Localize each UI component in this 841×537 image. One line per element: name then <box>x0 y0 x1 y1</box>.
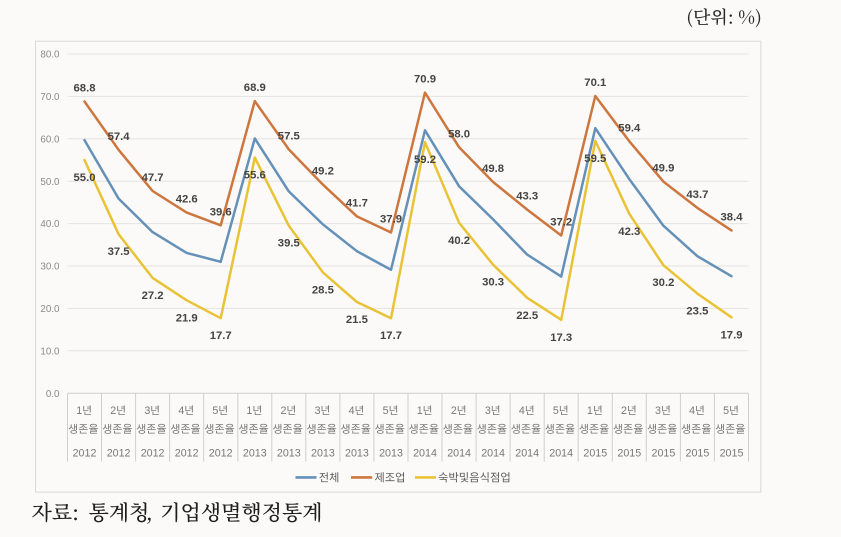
svg-text:28.5: 28.5 <box>312 284 334 296</box>
svg-text:17.7: 17.7 <box>210 330 232 342</box>
svg-text:70.9: 70.9 <box>414 74 436 86</box>
svg-text:70.1: 70.1 <box>584 77 606 89</box>
svg-text:2014: 2014 <box>549 447 573 459</box>
svg-text:42.6: 42.6 <box>176 194 198 206</box>
svg-text:1: 1 <box>417 405 423 417</box>
svg-text:5: 5 <box>383 405 389 417</box>
svg-text:57.4: 57.4 <box>108 131 131 143</box>
svg-text:30.3: 30.3 <box>482 277 504 289</box>
svg-text:20.0: 20.0 <box>40 304 60 315</box>
svg-text:59.4: 59.4 <box>618 122 641 134</box>
svg-text:68.9: 68.9 <box>244 82 266 94</box>
svg-text:37.2: 37.2 <box>550 217 572 229</box>
svg-text:2012: 2012 <box>209 447 233 459</box>
svg-text:60.0: 60.0 <box>40 134 60 145</box>
svg-text:2015: 2015 <box>720 447 744 459</box>
svg-text:39.5: 39.5 <box>278 238 300 250</box>
svg-text:1: 1 <box>76 405 82 417</box>
svg-text:37.9: 37.9 <box>380 214 402 226</box>
svg-text:2014: 2014 <box>515 447 539 459</box>
svg-text:2013: 2013 <box>345 447 369 459</box>
svg-text:40.0: 40.0 <box>40 219 60 230</box>
svg-text:4: 4 <box>519 405 525 417</box>
svg-text:49.9: 49.9 <box>652 163 674 175</box>
svg-text:5: 5 <box>212 405 218 417</box>
svg-text:2014: 2014 <box>413 447 437 459</box>
svg-text:21.5: 21.5 <box>346 314 368 326</box>
svg-text:2: 2 <box>110 405 116 417</box>
svg-text:3: 3 <box>315 405 321 417</box>
svg-text:2015: 2015 <box>583 447 607 459</box>
svg-text:5: 5 <box>553 405 559 417</box>
svg-text:2015: 2015 <box>652 447 676 459</box>
svg-text:2015: 2015 <box>617 447 641 459</box>
svg-text:2012: 2012 <box>73 447 97 459</box>
svg-text:4: 4 <box>349 405 355 417</box>
svg-text:10.0: 10.0 <box>40 346 60 357</box>
svg-text:30.2: 30.2 <box>652 277 674 289</box>
svg-text:2013: 2013 <box>243 447 267 459</box>
svg-text:2: 2 <box>451 405 457 417</box>
svg-text:58.0: 58.0 <box>448 128 470 140</box>
svg-text:2014: 2014 <box>447 447 471 459</box>
svg-text:43.3: 43.3 <box>516 191 538 203</box>
svg-text:41.7: 41.7 <box>346 197 368 209</box>
svg-text:47.7: 47.7 <box>142 172 164 184</box>
svg-text:50.0: 50.0 <box>40 177 60 188</box>
svg-text:3: 3 <box>144 405 150 417</box>
svg-text:22.5: 22.5 <box>516 310 538 322</box>
svg-text:2014: 2014 <box>481 447 505 459</box>
svg-text:17.7: 17.7 <box>380 330 402 342</box>
svg-text:2015: 2015 <box>686 447 710 459</box>
svg-text:17.9: 17.9 <box>721 329 743 341</box>
svg-text:1: 1 <box>587 405 593 417</box>
svg-text:57.5: 57.5 <box>278 130 300 142</box>
svg-text:2012: 2012 <box>175 447 199 459</box>
svg-text:17.3: 17.3 <box>550 332 572 344</box>
svg-text:2: 2 <box>281 405 287 417</box>
svg-text:23.5: 23.5 <box>686 306 708 318</box>
svg-text:21.9: 21.9 <box>176 312 198 324</box>
svg-text:2: 2 <box>621 405 627 417</box>
svg-text:30.0: 30.0 <box>40 262 60 273</box>
svg-text:49.2: 49.2 <box>312 166 334 178</box>
svg-text:5: 5 <box>723 405 729 417</box>
svg-text:27.2: 27.2 <box>142 290 164 302</box>
svg-text:68.8: 68.8 <box>74 83 96 95</box>
svg-text:43.7: 43.7 <box>686 189 708 201</box>
svg-text:2013: 2013 <box>277 447 301 459</box>
svg-text:2012: 2012 <box>141 447 165 459</box>
svg-text:59.2: 59.2 <box>414 154 436 166</box>
svg-text:55.6: 55.6 <box>244 170 266 182</box>
svg-text:1: 1 <box>246 405 252 417</box>
svg-text:55.0: 55.0 <box>74 172 96 184</box>
svg-text:59.5: 59.5 <box>584 153 606 165</box>
svg-text:38.4: 38.4 <box>721 211 744 223</box>
svg-text:42.3: 42.3 <box>618 226 640 238</box>
svg-text:2013: 2013 <box>379 447 403 459</box>
svg-text:80.0: 80.0 <box>40 50 60 61</box>
svg-text:37.5: 37.5 <box>108 246 130 258</box>
svg-text:4: 4 <box>178 405 184 417</box>
svg-text:2012: 2012 <box>107 447 131 459</box>
svg-text:39.6: 39.6 <box>210 206 232 218</box>
svg-text:0.0: 0.0 <box>46 389 60 400</box>
svg-text:3: 3 <box>655 405 661 417</box>
svg-text:3: 3 <box>485 405 491 417</box>
svg-text:70.0: 70.0 <box>40 92 60 103</box>
svg-text:4: 4 <box>689 405 695 417</box>
svg-text:49.8: 49.8 <box>482 163 504 175</box>
svg-text:40.2: 40.2 <box>448 235 470 247</box>
svg-text:2013: 2013 <box>311 447 335 459</box>
